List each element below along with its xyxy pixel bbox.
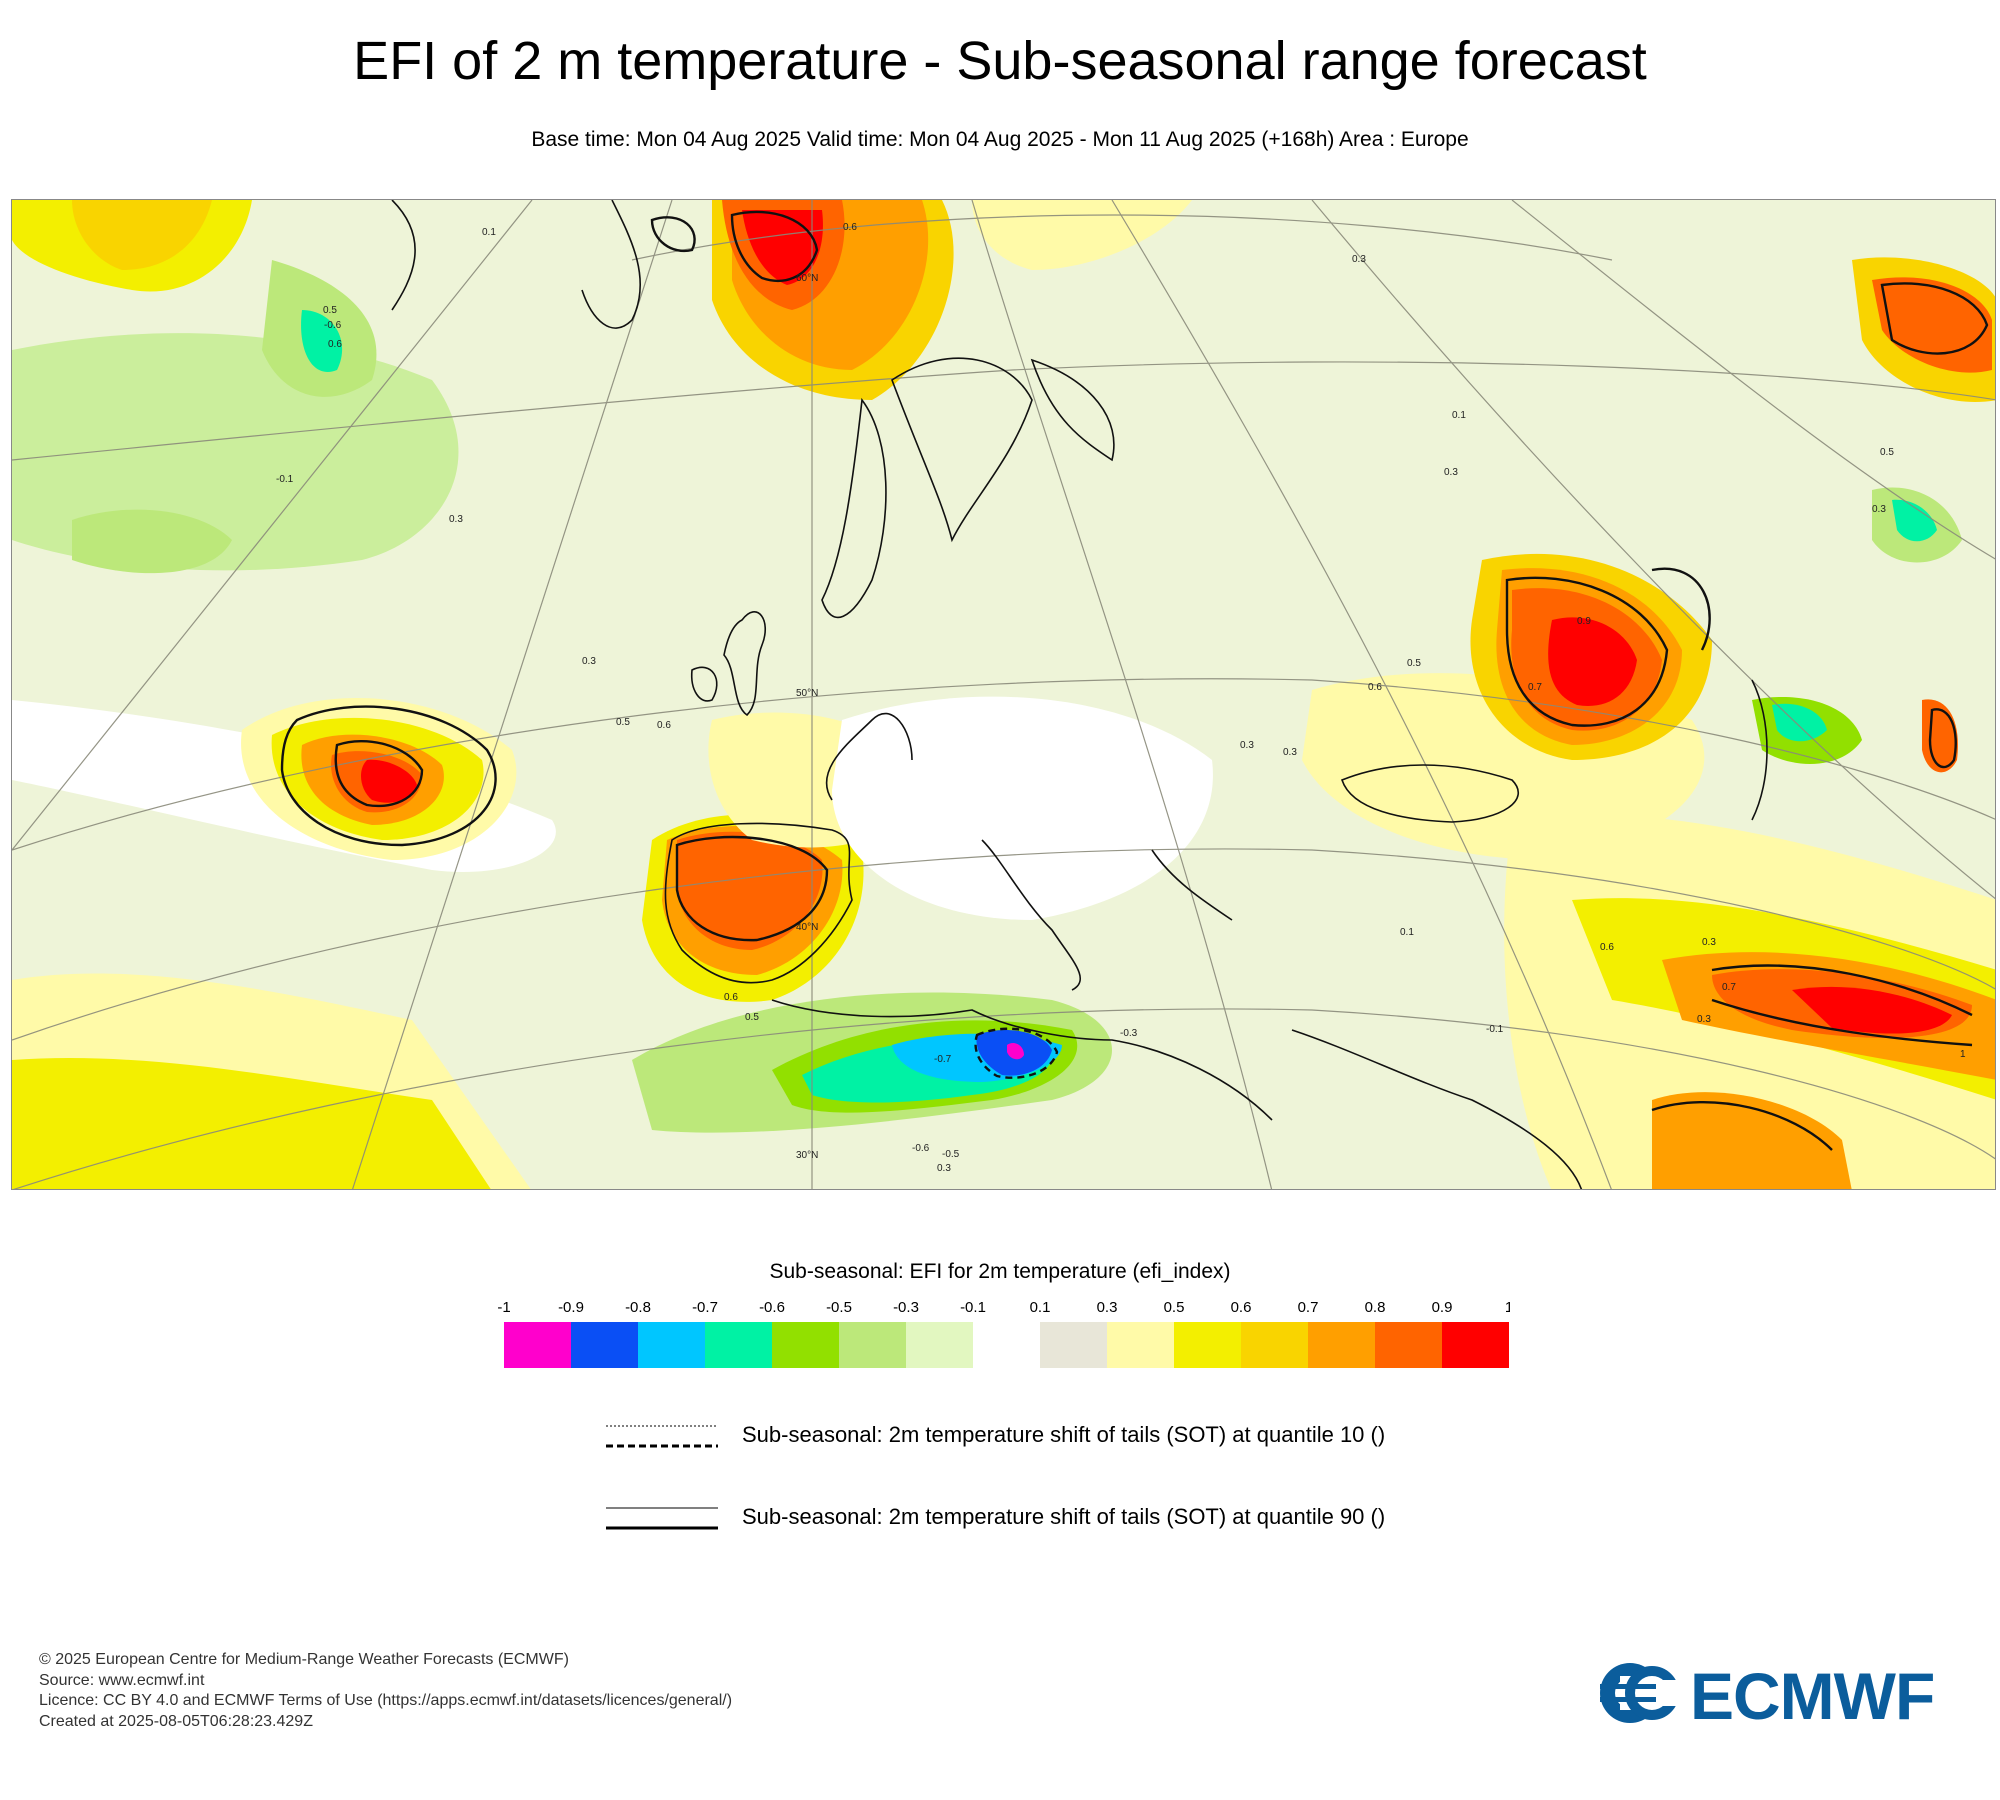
contour-label: -0.1: [276, 474, 294, 485]
contour-label: 0.3: [1240, 740, 1254, 751]
colorbar-swatch: [973, 1322, 1040, 1368]
page-subtitle: Base time: Mon 04 Aug 2025 Valid time: M…: [531, 128, 1469, 151]
contour-label: -0.3: [1120, 1028, 1138, 1039]
contour-label: 0.3: [582, 656, 596, 667]
colorbar-tick-label: -0.6: [759, 1299, 785, 1316]
parallel-label-60n: 60°N: [796, 273, 818, 284]
contour-label: -0.5: [942, 1149, 960, 1160]
colorbar-swatch: [1174, 1322, 1241, 1368]
colorbar-swatch: [1442, 1322, 1509, 1368]
contour-label: 0.1: [482, 227, 496, 238]
ecmwf-logo-text: ECMWF: [1690, 1659, 1935, 1733]
parallel-label-50n: 50°N: [796, 688, 818, 699]
colorbar-tick-label: 0.3: [1097, 1299, 1118, 1316]
sot-q10-contours: [974, 1027, 1059, 1079]
efi-map: 60°N 50°N 40°N 30°N 0.1 0.5 0.6 0.3 0.6 …: [11, 199, 1996, 1190]
contour-label: 0.5: [1407, 658, 1421, 669]
page-title: EFI of 2 m temperature - Sub-seasonal ra…: [353, 31, 1647, 91]
parallel-label-30n: 30°N: [796, 1150, 818, 1161]
ecmwf-logo-icon: [1600, 1663, 1686, 1723]
graticule: [12, 200, 1995, 1189]
colorbar-tick-label: -0.9: [558, 1299, 584, 1316]
contour-label: 0.3: [1872, 504, 1886, 515]
colorbar-tick-label: -1: [497, 1299, 510, 1316]
created-text: Created at 2025-08-05T06:28:23.429Z: [39, 1712, 313, 1730]
contour-label: 0.3: [1352, 254, 1366, 265]
contour-label: 0.6: [1368, 682, 1382, 693]
contour-label: 0.1: [1400, 927, 1414, 938]
colorbar-swatch: [1375, 1322, 1442, 1368]
contour-labels: 0.1 0.5 0.6 0.3 0.6 -0.1 0.3 0.3 0.5 0.6…: [276, 222, 1966, 1174]
colorbar-swatch: [504, 1322, 571, 1368]
contour-label: 0.6: [843, 222, 857, 233]
legend-q10-label: Sub-seasonal: 2m temperature shift of ta…: [742, 1422, 1386, 1447]
colorbar-swatch: [1308, 1322, 1375, 1368]
contour-label: 0.3: [1697, 1014, 1711, 1025]
efi-fill-layer: [12, 200, 1995, 1189]
contour-label: 0.6: [724, 992, 738, 1003]
colorbar-tick-label: 1: [1505, 1299, 1510, 1316]
colorbar-swatch: [772, 1322, 839, 1368]
contour-label: 0.3: [937, 1163, 951, 1174]
legend-q90-label: Sub-seasonal: 2m temperature shift of ta…: [742, 1504, 1386, 1529]
contour-label: 0.3: [449, 514, 463, 525]
colorbar-swatch: [839, 1322, 906, 1368]
colorbar-swatch: [571, 1322, 638, 1368]
contour-label: 0.6: [1600, 942, 1614, 953]
colorbar-tick-label: -0.1: [960, 1299, 986, 1316]
contour-label: 0.5: [323, 305, 337, 316]
contour-label: 0.5: [1880, 447, 1894, 458]
colorbar-tick-label: -0.5: [826, 1299, 852, 1316]
licence-text: Licence: CC BY 4.0 and ECMWF Terms of Us…: [39, 1692, 733, 1709]
contour-label: 0.9: [1577, 616, 1591, 627]
contour-label: 0.3: [1444, 467, 1458, 478]
colorbar-swatch: [705, 1322, 772, 1368]
contour-label: 1: [1960, 1049, 1966, 1060]
colorbar-swatch: [906, 1322, 973, 1368]
sot-q90-contours: [280, 210, 1989, 1151]
colorbar-swatch: [1040, 1322, 1107, 1368]
copyright-text: © 2025 European Centre for Medium-Range …: [39, 1651, 569, 1668]
contour-label: 0.3: [1702, 937, 1716, 948]
colorbar-tick-label: 0.1: [1030, 1299, 1051, 1316]
colorbar-tick-label: 0.8: [1365, 1299, 1386, 1316]
contour-label: -0.6: [324, 320, 342, 331]
source-text: Source: www.ecmwf.int: [39, 1671, 205, 1689]
parallel-labels: 60°N 50°N 40°N 30°N: [796, 273, 818, 1161]
colorbar-tick-label: 0.7: [1298, 1299, 1319, 1316]
colorbar-tick-label: -0.3: [893, 1299, 919, 1316]
contour-label: 0.5: [745, 1012, 759, 1023]
parallel-label-40n: 40°N: [796, 922, 818, 933]
colorbar-tick-label: 0.6: [1231, 1299, 1252, 1316]
solid-line-icon: [606, 1507, 718, 1530]
contour-label: -0.6: [912, 1143, 930, 1154]
colorbar-tick-label: -0.7: [692, 1299, 718, 1316]
contour-label: 0.7: [1722, 982, 1736, 993]
footer: © 2025 European Centre for Medium-Range …: [39, 1650, 732, 1732]
contour-label: 0.3: [1283, 747, 1297, 758]
colorbar-swatch: [1241, 1322, 1308, 1368]
contour-label: 0.1: [1452, 410, 1466, 421]
contour-label: 0.6: [657, 720, 671, 731]
colorbar-title: Sub-seasonal: EFI for 2m temperature (ef…: [769, 1260, 1231, 1283]
colorbar-swatch: [638, 1322, 705, 1368]
contour-label: -0.1: [1486, 1024, 1504, 1035]
colorbar-swatch: [1107, 1322, 1174, 1368]
colorbar-tick-label: 0.9: [1432, 1299, 1453, 1316]
colorbar-tick-label: 0.5: [1164, 1299, 1185, 1316]
contour-label: 0.6: [328, 339, 342, 350]
ecmwf-logo: ECMWF: [1590, 1658, 1970, 1733]
colorbar-tick-label: -0.8: [625, 1299, 651, 1316]
coastlines: [391, 200, 1768, 1189]
contour-label: -0.7: [934, 1054, 952, 1065]
colorbar: -1 -0.9 -0.8 -0.7 -0.6 -0.5 -0.3 -0.1 0.1 0.3 0.5 0…: [490, 1290, 1513, 1385]
dashed-line-icon: [606, 1425, 718, 1448]
contour-label: 0.7: [1528, 682, 1542, 693]
contour-label: 0.5: [616, 717, 630, 728]
